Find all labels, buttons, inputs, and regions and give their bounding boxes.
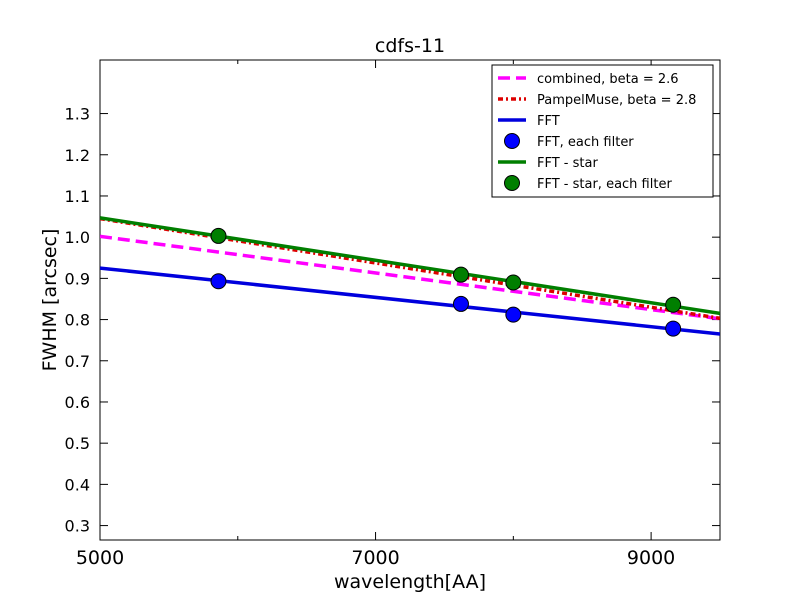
plot-frame <box>99 59 721 541</box>
series-2-line <box>100 266 720 336</box>
y-axis-label: FWHM [arcsec] <box>39 229 61 372</box>
legend-label-3: FFT, each filter <box>537 135 634 150</box>
y-tick-label-0: 0.3 <box>65 517 90 536</box>
y-tick-label-10: 1.3 <box>65 105 90 124</box>
legend-label-2: FFT <box>537 114 560 129</box>
series-5-point-2 <box>505 274 522 291</box>
y-tick-label-2: 0.5 <box>65 434 90 453</box>
legend: combined, beta = 2.6 PampelMuse, beta = 2… <box>491 64 714 198</box>
x-tick-label-1: 7000 <box>351 547 399 569</box>
legend-marker-3 <box>504 133 520 149</box>
y-tick-label-7: 1.0 <box>65 228 90 247</box>
legend-marker-5 <box>504 175 520 191</box>
legend-label-5: FFT - star, each filter <box>537 177 672 192</box>
legend-label-0: combined, beta = 2.6 <box>537 72 679 87</box>
plot-area: 5000 7000 9000 0.3 0.4 0.5 0.6 0.7 0.8 0.9 1.0 1.1 1… <box>65 59 721 569</box>
x-axis-label: wavelength[AA] <box>334 571 486 593</box>
series-4-line <box>100 216 720 316</box>
series-5-point-3 <box>665 296 682 313</box>
x-tick-label-2: 9000 <box>627 547 675 569</box>
y-tick-label-9: 1.2 <box>65 146 90 165</box>
legend-box <box>491 64 714 198</box>
series-5-point-0 <box>210 227 227 244</box>
y-tick-label-6: 0.9 <box>65 269 90 288</box>
series-3-point-0 <box>210 273 227 290</box>
series-layer <box>100 216 720 337</box>
series-3-point-3 <box>665 320 682 337</box>
series-3-point-1 <box>452 295 469 312</box>
legend-label-4: FFT - star <box>537 156 598 171</box>
y-tick-label-8: 1.1 <box>65 187 90 206</box>
legend-label-1: PampelMuse, beta = 2.8 <box>537 93 696 108</box>
series-5-point-1 <box>452 266 469 283</box>
y-tick-label-4: 0.7 <box>65 352 90 371</box>
series-0-line <box>100 234 720 321</box>
series-3-point-2 <box>505 306 522 323</box>
y-tick-label-3: 0.6 <box>65 393 90 412</box>
chart-title: cdfs-11 <box>375 35 445 57</box>
y-tick-label-5: 0.8 <box>65 311 90 330</box>
x-tick-label-0: 5000 <box>76 547 124 569</box>
y-tick-label-1: 0.4 <box>65 475 90 494</box>
